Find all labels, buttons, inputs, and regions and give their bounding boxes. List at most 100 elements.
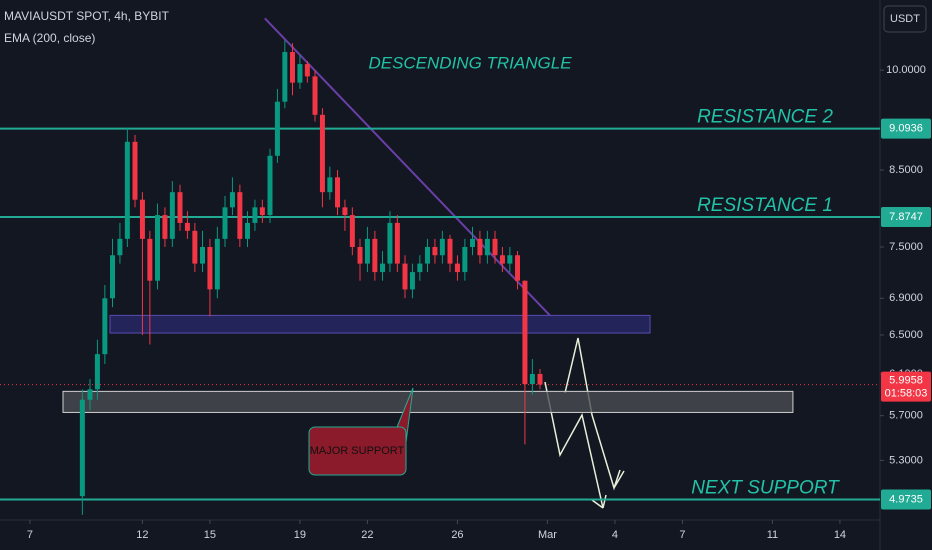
candle-body bbox=[417, 263, 423, 273]
candle-body bbox=[169, 192, 175, 239]
candle-body bbox=[304, 64, 310, 77]
level-label: RESISTANCE 2 bbox=[697, 107, 833, 128]
x-tick-label: 7 bbox=[679, 529, 685, 541]
candle-body bbox=[342, 207, 348, 216]
x-tick-label: 11 bbox=[767, 529, 778, 541]
candle-body bbox=[484, 238, 490, 256]
candle-body bbox=[79, 399, 85, 497]
candle-body bbox=[425, 247, 431, 264]
candle-body bbox=[245, 222, 251, 239]
x-tick-label: 12 bbox=[136, 529, 148, 541]
candle-body bbox=[432, 247, 438, 256]
projection-arrow bbox=[564, 337, 625, 491]
candle-body bbox=[394, 222, 400, 264]
y-tick-label: 5.7000 bbox=[889, 410, 923, 422]
x-tick-label: 22 bbox=[361, 529, 373, 541]
level-label: NEXT SUPPORT bbox=[691, 477, 840, 498]
candle-body bbox=[237, 192, 243, 239]
candle-body bbox=[454, 263, 460, 273]
candle-body bbox=[207, 247, 213, 290]
candle-body bbox=[259, 207, 265, 216]
y-tick-label: 10.0000 bbox=[886, 64, 926, 76]
symbol-title: MAVIAUSDT SPOT, 4h, BYBIT bbox=[4, 9, 170, 23]
candle-body bbox=[492, 238, 498, 256]
candle-body bbox=[177, 192, 183, 223]
candle-body bbox=[335, 177, 341, 208]
candle-body bbox=[132, 141, 138, 200]
candle-body bbox=[387, 222, 393, 264]
callout-text: MAJOR SUPPORT bbox=[310, 445, 405, 457]
candle-body bbox=[447, 238, 453, 264]
x-tick-label: 14 bbox=[834, 529, 846, 541]
x-tick-label: 19 bbox=[294, 529, 306, 541]
y-tick-label: 7.5000 bbox=[889, 241, 923, 253]
candle-body bbox=[349, 215, 355, 248]
indicator-label: EMA (200, close) bbox=[4, 31, 95, 45]
x-tick-label: 4 bbox=[612, 529, 618, 541]
level-price-tag bbox=[881, 118, 931, 139]
candle-body bbox=[327, 177, 333, 193]
candle-body bbox=[94, 354, 100, 390]
candle-body bbox=[282, 52, 288, 102]
level-price-tag bbox=[881, 207, 931, 228]
candle-body bbox=[439, 238, 445, 256]
candle-body bbox=[402, 263, 408, 290]
candle-body bbox=[522, 280, 528, 385]
trendline-label: DESCENDING TRIANGLE bbox=[368, 53, 572, 72]
candle-body bbox=[229, 192, 235, 208]
candle-body bbox=[372, 238, 378, 273]
currency-button-text[interactable]: USDT bbox=[890, 13, 920, 25]
candle-body bbox=[102, 298, 108, 355]
candle-body bbox=[477, 238, 483, 256]
currency-button[interactable] bbox=[883, 5, 927, 33]
candle-body bbox=[274, 101, 280, 156]
last-price-tag bbox=[881, 371, 931, 402]
candle-body bbox=[319, 114, 325, 193]
level-price: 4.9735 bbox=[889, 493, 923, 505]
candle-body bbox=[162, 215, 168, 239]
last-price-countdown: 01:58:03 bbox=[885, 387, 928, 399]
y-tick-label: 8.5000 bbox=[889, 164, 923, 176]
x-tick-label: Mar bbox=[538, 529, 557, 541]
candle-body bbox=[462, 247, 468, 273]
candle-body bbox=[409, 272, 415, 290]
zone bbox=[109, 314, 651, 334]
zone bbox=[62, 390, 794, 413]
x-tick-label: 26 bbox=[451, 529, 463, 541]
candle-body bbox=[147, 238, 153, 281]
candle-body bbox=[470, 238, 476, 248]
candle-body bbox=[380, 263, 386, 273]
last-price-value: 5.9958 bbox=[889, 374, 923, 386]
candle-body bbox=[252, 207, 258, 223]
candle-body bbox=[312, 76, 318, 115]
y-tick-label: 6.5000 bbox=[889, 329, 923, 341]
candle-body bbox=[537, 373, 543, 385]
candle-body bbox=[529, 373, 535, 385]
projection-arrow bbox=[544, 381, 607, 509]
y-tick-label: 5.3000 bbox=[889, 454, 923, 466]
candle-body bbox=[124, 141, 130, 239]
candle-body bbox=[200, 247, 206, 264]
candle-body bbox=[267, 155, 273, 216]
candle-body bbox=[110, 255, 116, 299]
candle-body bbox=[155, 215, 161, 281]
x-tick-label: 7 bbox=[27, 529, 33, 541]
y-tick-label: 6.9000 bbox=[889, 292, 923, 304]
level-price-tag bbox=[881, 489, 931, 510]
candle-body bbox=[139, 199, 145, 239]
candle-body bbox=[117, 238, 123, 256]
candle-body bbox=[214, 238, 220, 290]
level-price: 9.0936 bbox=[889, 122, 923, 134]
x-tick-label: 15 bbox=[204, 529, 216, 541]
candle-body bbox=[222, 207, 228, 239]
level-price: 7.8747 bbox=[889, 211, 923, 223]
level-label: RESISTANCE 1 bbox=[697, 195, 833, 216]
candle-body bbox=[87, 389, 93, 400]
candle-body bbox=[507, 255, 513, 264]
candle-body bbox=[515, 255, 521, 281]
candle-body bbox=[192, 230, 198, 264]
callout-box bbox=[308, 426, 407, 476]
candle-body bbox=[297, 64, 303, 83]
